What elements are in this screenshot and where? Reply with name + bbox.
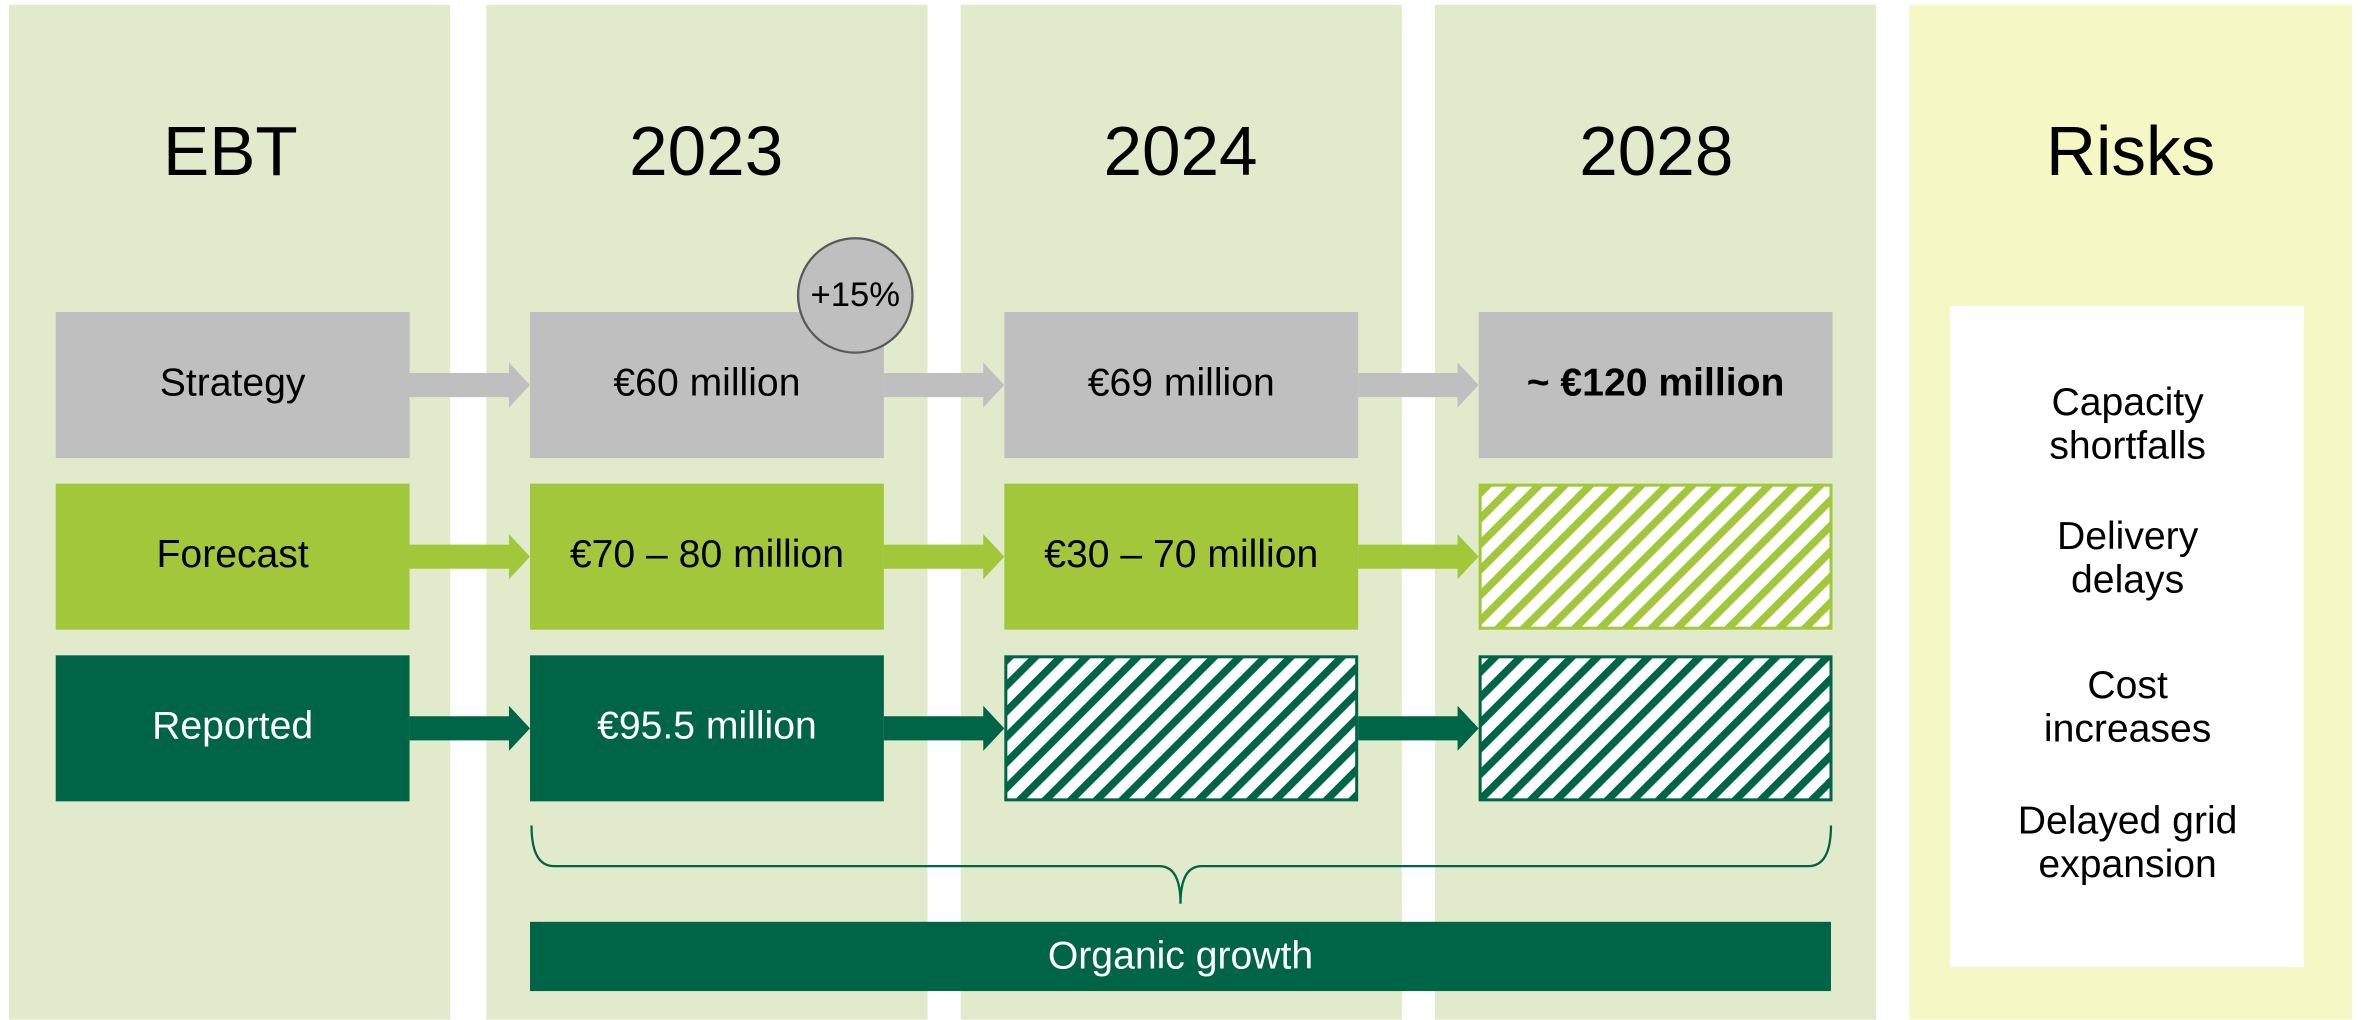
arrow	[883, 534, 1005, 580]
column-header: 2028	[1579, 112, 1733, 190]
risk-item: Cost	[2087, 664, 2168, 707]
arrow	[1358, 705, 1479, 751]
arrow	[409, 534, 531, 580]
arrow	[1358, 534, 1479, 580]
row-label-box	[55, 655, 410, 802]
column-header: 2024	[1103, 112, 1257, 190]
row-label-box	[55, 311, 410, 459]
hatched-cell	[1004, 655, 1359, 802]
row-label: Strategy	[160, 361, 306, 404]
risk-item: delays	[2071, 559, 2184, 602]
risk-item: expansion	[2038, 843, 2216, 886]
value-cell	[1478, 311, 1833, 459]
risks-box	[1949, 305, 2304, 967]
hatched-cell	[1478, 483, 1833, 630]
column-header: EBT	[163, 112, 298, 190]
value-text: €95.5 million	[597, 705, 817, 748]
row-label-box	[55, 483, 410, 630]
badge	[796, 237, 914, 354]
value-cell	[530, 655, 884, 802]
value-text: €30 – 70 million	[1044, 533, 1318, 576]
hatched-cell	[1478, 655, 1833, 802]
risk-item: Delayed grid	[2018, 800, 2238, 843]
badge-text: +15%	[810, 276, 900, 314]
arrow	[409, 362, 531, 408]
value-text: €70 – 80 million	[570, 533, 844, 576]
value-text: ~ €120 million	[1527, 361, 1785, 404]
risks-title: Risks	[2046, 112, 2215, 190]
risk-item: shortfalls	[2049, 425, 2206, 468]
arrow	[883, 362, 1005, 408]
value-text: €60 million	[613, 361, 800, 404]
arrow	[1358, 362, 1479, 408]
risk-item: Delivery	[2057, 515, 2199, 558]
organic-growth-label: Organic growth	[1048, 934, 1313, 977]
column-header: 2023	[629, 112, 783, 190]
value-cell	[1004, 311, 1359, 459]
arrow	[409, 705, 531, 751]
brace	[530, 825, 1833, 904]
value-cell	[1004, 483, 1359, 630]
risk-item: increases	[2044, 708, 2211, 751]
value-cell	[530, 483, 884, 630]
arrow	[883, 705, 1005, 751]
organic-growth-bar	[530, 921, 1831, 992]
row-label: Forecast	[157, 533, 309, 576]
value-text: €69 million	[1088, 361, 1275, 404]
risk-item: Capacity	[2051, 381, 2204, 424]
row-label: Reported	[152, 705, 313, 748]
